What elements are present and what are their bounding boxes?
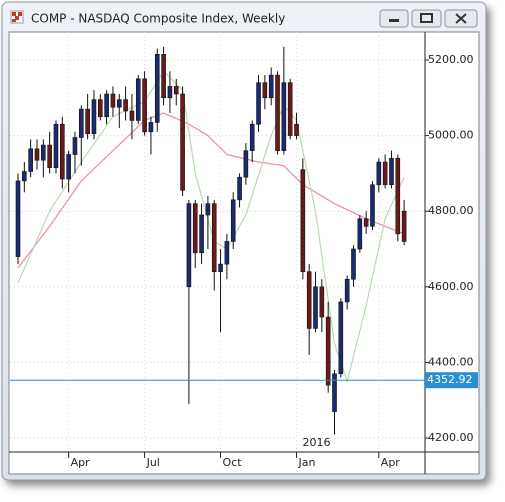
candle-body [332, 373, 337, 412]
candle-body [180, 93, 185, 191]
candle-body [300, 169, 306, 272]
candle-body [313, 286, 318, 329]
x-tick-label: Apr [381, 456, 401, 469]
candle-body [154, 54, 160, 123]
candle-body [167, 86, 173, 99]
candle-body [363, 218, 369, 227]
candle-body [34, 148, 40, 161]
candle-body [319, 286, 325, 318]
candle-body [41, 144, 46, 161]
candle-body [91, 99, 97, 134]
x-tick-label: Oct [223, 456, 243, 469]
candle-body [110, 93, 116, 108]
candle-body [376, 161, 382, 186]
x-tick-label: Jul [146, 456, 160, 469]
candle-body [281, 82, 287, 152]
candle-body [85, 108, 90, 134]
candle-body [230, 199, 236, 242]
x-tick-label: Apr [71, 456, 91, 469]
candle-body [161, 54, 166, 99]
x-tick-label: Jan [298, 456, 316, 469]
candle-body [72, 137, 78, 155]
candle-body [294, 123, 299, 136]
candle-body [60, 123, 65, 180]
candle-body [142, 78, 147, 133]
candle-body [243, 150, 249, 178]
candle-body [325, 316, 331, 386]
candle-body [306, 271, 312, 329]
y-tick-label: 4800.00 [428, 204, 474, 217]
candle-body [338, 301, 344, 375]
candle-body [224, 241, 230, 265]
candle-body [237, 176, 242, 201]
candle-body [395, 157, 401, 235]
candle-body [199, 214, 204, 254]
candle-body [401, 210, 407, 242]
moving-average [17, 112, 405, 269]
year-annotation: 2016 [303, 436, 331, 449]
candle-body [357, 218, 363, 250]
candle-body [66, 154, 71, 180]
candle-body [192, 203, 198, 254]
minimize-button[interactable] [379, 9, 409, 28]
app-icon [10, 10, 24, 24]
candle-body [382, 161, 388, 186]
candle-body [116, 99, 122, 108]
close-button[interactable] [444, 9, 478, 28]
candle-body [262, 82, 268, 99]
candle-body [211, 203, 217, 272]
candle-body [15, 180, 21, 257]
window-title: COMP - NASDAQ Composite Index, Weekly [31, 12, 285, 26]
price-label-box [425, 372, 478, 389]
candle-body [148, 122, 154, 133]
candle-body [205, 203, 211, 216]
price-label: 4352.92 [427, 373, 473, 386]
candle-body [218, 263, 223, 272]
candle-body [97, 99, 103, 117]
candle-body [173, 86, 179, 95]
restore-button[interactable] [411, 9, 442, 28]
candle-body [135, 78, 141, 121]
y-tick-label: 4600.00 [428, 280, 474, 293]
candle-body [370, 184, 375, 227]
candle-body [129, 110, 135, 121]
candle-body [287, 82, 293, 136]
candle-body [104, 93, 109, 117]
y-tick-label: 5000.00 [428, 129, 474, 142]
candle-body [256, 82, 261, 125]
candle-body [53, 123, 59, 169]
candle-body [79, 108, 84, 138]
candle-body [28, 148, 33, 172]
y-tick-label: 4400.00 [428, 355, 474, 368]
chart-area [8, 31, 480, 475]
y-tick-label: 4200.00 [428, 431, 474, 444]
candle-body [389, 157, 394, 186]
candle-body [47, 144, 52, 169]
candle-body [344, 278, 350, 303]
y-tick-label: 5200.00 [428, 53, 474, 66]
candle-body [123, 99, 128, 112]
candle-body [351, 248, 356, 280]
candle-body [268, 74, 274, 99]
candle-body [249, 123, 255, 152]
candle-body [186, 203, 192, 288]
candle-body [275, 74, 280, 152]
candle-body [22, 171, 27, 182]
